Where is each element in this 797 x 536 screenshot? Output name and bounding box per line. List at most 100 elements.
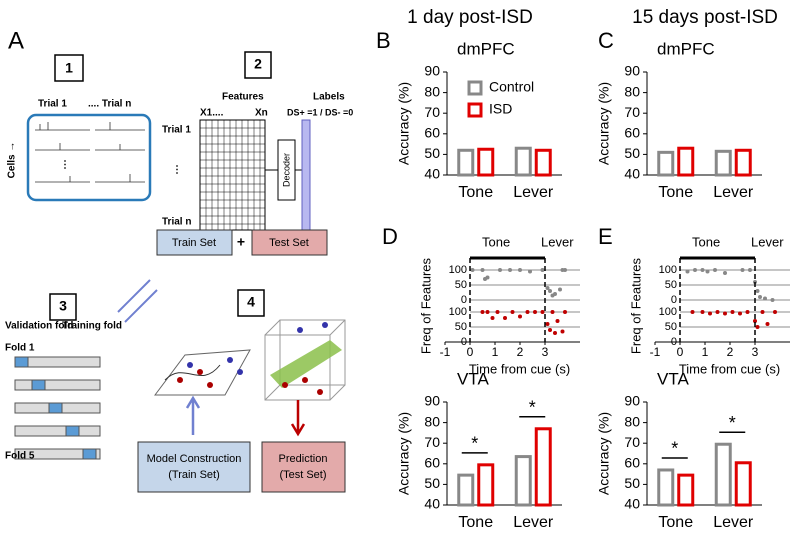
step-label: 3 [59, 298, 67, 314]
point [758, 295, 762, 299]
arrow [290, 400, 306, 437]
point [525, 310, 530, 314]
y-tick-label: 60 [424, 125, 440, 141]
x-tick-label: 3 [752, 345, 759, 359]
dots: ⋮ [172, 165, 182, 176]
y-tick-label: 50 [455, 279, 467, 291]
label: Train Set [172, 237, 216, 249]
x-tick-label: 2 [517, 345, 524, 359]
step-box [49, 293, 77, 321]
annotation: Tone [692, 234, 720, 249]
y-tick-label: 90 [624, 63, 640, 79]
step-box [244, 51, 272, 79]
point [723, 271, 727, 275]
label: Decoder [281, 153, 291, 187]
x-tick-label: Tone [658, 184, 693, 201]
x-axis-title: Time from cue (s) [469, 361, 570, 376]
point [480, 310, 485, 314]
x-tick-label: Lever [713, 514, 754, 531]
label: Fold 5 [5, 451, 35, 462]
panel-letter: C [598, 28, 614, 53]
point [760, 310, 765, 314]
arrows [117, 279, 158, 323]
point [553, 331, 557, 335]
label: Validation fold [5, 321, 73, 332]
label-column [301, 119, 311, 231]
y-tick-label: 100 [659, 264, 677, 276]
grid-lines [200, 120, 265, 230]
point [548, 328, 552, 332]
y-tick-label: 50 [424, 145, 440, 161]
column-header: 1 day post-ISD [407, 7, 533, 28]
label: (Train Set) [168, 469, 220, 481]
panel-letter: A [8, 27, 24, 54]
label: Trial n [162, 217, 191, 228]
label: Training fold [62, 321, 122, 332]
step-box [54, 54, 84, 82]
x-tick-label: Tone [458, 514, 493, 531]
significance-label: * [729, 413, 736, 433]
y-tick-label: 50 [624, 475, 640, 491]
y-tick-label: 80 [624, 83, 640, 99]
label: DS+ =1 / DS- =0 [287, 107, 353, 117]
bar [514, 146, 532, 177]
label: Model Construction [147, 453, 242, 465]
significance-label: * [529, 398, 536, 418]
bar [514, 455, 532, 507]
chart-title: dmPFC [457, 39, 515, 58]
point [518, 314, 522, 319]
curve [164, 364, 221, 381]
point [558, 287, 562, 292]
legend-swatch [467, 102, 483, 118]
point [708, 311, 712, 316]
step-label: 4 [247, 294, 255, 310]
diagram: 1 Trial 1 .... Trial n ⋮ Cells → 2 Featu… [5, 51, 353, 493]
point [548, 289, 552, 293]
point [503, 316, 507, 320]
train-box [156, 229, 233, 256]
annotation: Tone [482, 234, 510, 249]
label: Labels [313, 92, 345, 103]
label: Trial 1 [162, 125, 191, 136]
point [555, 319, 560, 323]
step-box [237, 289, 265, 317]
point [765, 322, 770, 326]
point [518, 268, 522, 272]
dots: ⋮ [60, 160, 70, 171]
label: + [237, 234, 245, 250]
y-tick-label: 50 [624, 145, 640, 161]
point [748, 268, 752, 272]
x-tick-label: -1 [650, 345, 661, 359]
label: .... Trial n [88, 99, 131, 110]
step-label: 2 [254, 56, 262, 72]
label: (Test Set) [279, 469, 326, 481]
points [177, 322, 328, 395]
y-axis-title: Accuracy (%) [596, 82, 612, 165]
y-tick-label: 70 [624, 104, 640, 120]
point [770, 298, 775, 302]
label: Prediction [279, 453, 328, 465]
point [563, 310, 567, 314]
label: Trial 1 [38, 99, 67, 110]
y-tick-label: 50 [455, 321, 467, 333]
point [485, 275, 490, 280]
significance-label: * [671, 439, 678, 459]
traces [35, 122, 145, 183]
label: Xn [255, 108, 268, 119]
y-tick-label: 90 [424, 63, 440, 79]
y-tick-label: 0 [671, 294, 677, 306]
y-tick-label: 90 [424, 393, 440, 409]
point [705, 269, 710, 274]
point [490, 316, 495, 320]
point [560, 329, 565, 334]
x-tick-label: 1 [702, 345, 709, 359]
point [470, 268, 475, 272]
x-axis-title: Time from cue (s) [679, 361, 780, 376]
x-tick-label: Tone [458, 184, 493, 201]
y-tick-label: 40 [424, 496, 440, 512]
point [693, 268, 697, 272]
point [773, 310, 777, 314]
decoder-box [277, 139, 296, 201]
panel-letter: D [382, 224, 398, 249]
